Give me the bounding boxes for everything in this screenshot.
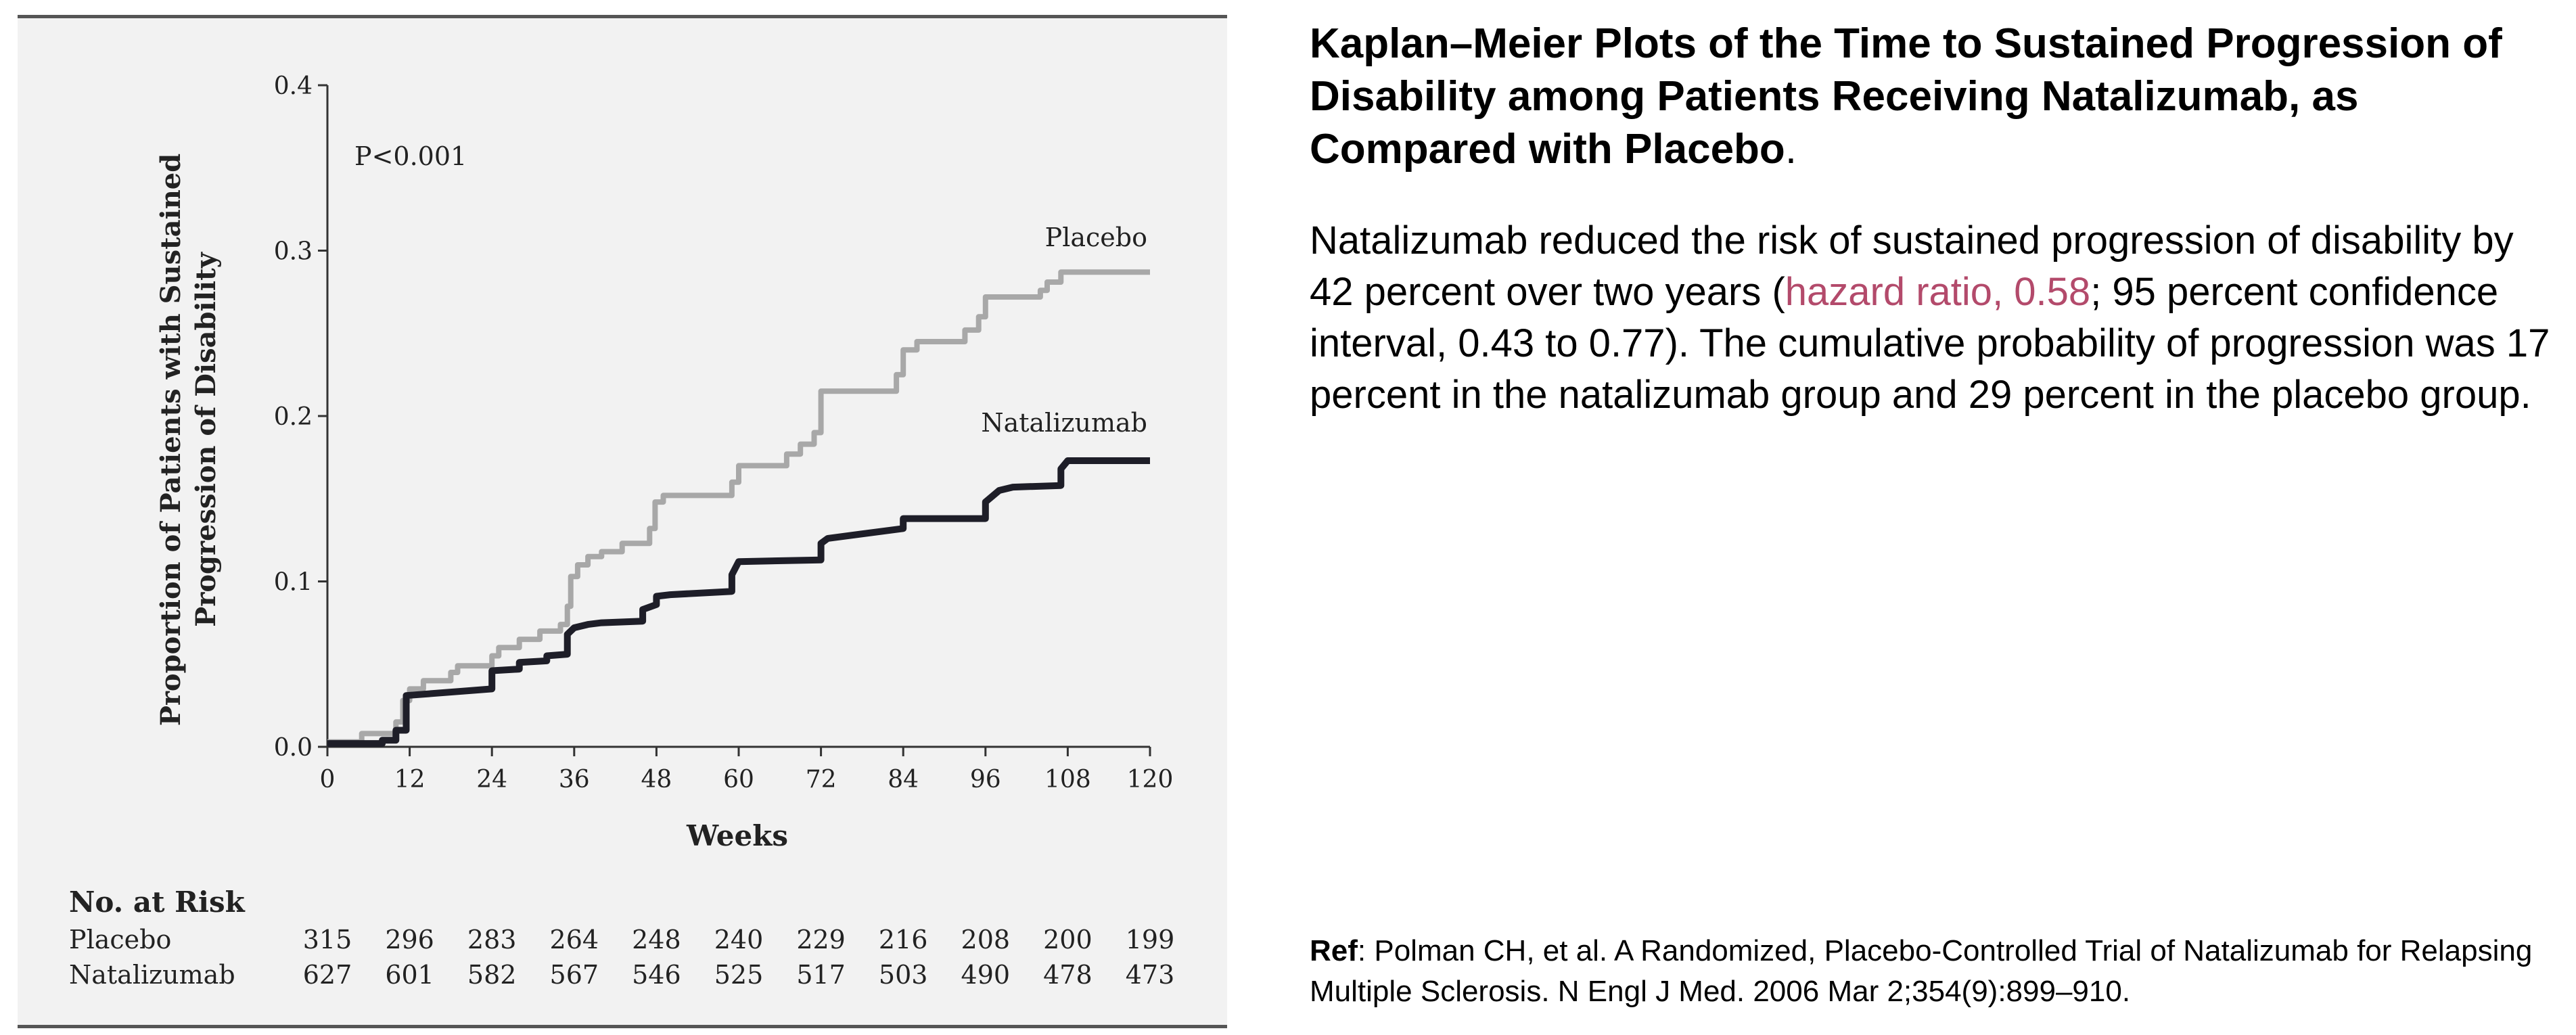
x-tick-label: 36 [559, 766, 590, 794]
risk-cell: 240 [714, 925, 764, 954]
reference: Ref: Polman CH, et al. A Randomized, Pla… [1310, 931, 2554, 1012]
figure-title-text: Kaplan–Meier Plots of the Time to Sustai… [1310, 20, 2502, 172]
risk-cell: 216 [879, 925, 928, 954]
y-tick-label: 0.2 [274, 403, 313, 431]
risk-cell: 200 [1043, 925, 1092, 954]
chart-axes: 0.0 0.1 0.2 0.3 0.4 0 12 24 36 48 60 72 84 96 108 120 [274, 72, 1174, 794]
y-axis-label-line1: Proportion of Patients with Sustained [155, 154, 187, 726]
risk-cell: 546 [632, 960, 681, 990]
figure-panel: 0.0 0.1 0.2 0.3 0.4 0 12 24 36 48 60 72 84 96 108 120 P… [18, 15, 1227, 1028]
summary-text-a: Natalizumab reduced the risk of sustaine… [1310, 218, 2514, 314]
reference-label: Ref [1310, 934, 1358, 967]
y-tick-label: 0.4 [274, 72, 313, 100]
risk-cell: 229 [796, 925, 846, 954]
x-tick-label: 48 [641, 766, 672, 794]
risk-cell: 315 [303, 925, 352, 954]
series-line-placebo [327, 269, 1150, 745]
chart-labels: P<0.001 Weeks Proportion of Patients wit… [69, 141, 1147, 919]
risk-cell: 296 [385, 925, 434, 954]
risk-cell: 582 [467, 960, 517, 990]
hazard-ratio-highlight: hazard ratio, 0.58 [1785, 270, 2091, 314]
risk-cell: 208 [961, 925, 1011, 954]
series-line-natalizumab [327, 457, 1150, 748]
x-tick-label: 84 [888, 766, 919, 794]
x-tick-label: 72 [806, 766, 837, 794]
legend-label-placebo: Placebo [1045, 223, 1147, 252]
panel-bottom-rule [18, 1025, 1227, 1028]
risk-row-label: Placebo [69, 925, 171, 954]
y-axis-label-line2: Progression of Disability [190, 251, 222, 626]
risk-cell: 199 [1126, 925, 1175, 954]
risk-cell: 248 [632, 925, 681, 954]
x-tick-label: 0 [320, 766, 336, 794]
x-tick-label: 60 [723, 766, 754, 794]
summary-text-b: ; 95 percent confidence interval, 0.43 t… [1310, 270, 2550, 417]
y-tick-label: 0.3 [274, 238, 313, 266]
p-value-annotation: P<0.001 [354, 141, 467, 171]
x-tick-label: 120 [1127, 766, 1174, 794]
figure-title: Kaplan–Meier Plots of the Time to Sustai… [1310, 18, 2554, 176]
caption-text: Kaplan–Meier Plots of the Time to Sustai… [1310, 18, 2554, 421]
risk-cell: 567 [550, 960, 599, 990]
risk-cell: 490 [961, 960, 1011, 990]
panel-top-rule [18, 15, 1227, 18]
risk-row-label: Natalizumab [69, 960, 235, 990]
figure-title-end: . [1785, 126, 1797, 172]
risk-cell: 525 [714, 960, 764, 990]
x-tick-label: 108 [1044, 766, 1091, 794]
series-layer [327, 269, 1150, 748]
risk-table-heading: No. at Risk [69, 886, 246, 919]
reference-text: : Polman CH, et al. A Randomized, Placeb… [1310, 934, 2533, 1008]
figure-summary: Natalizumab reduced the risk of sustaine… [1310, 215, 2554, 421]
x-tick-label: 24 [476, 766, 507, 794]
risk-cell: 478 [1043, 960, 1092, 990]
y-tick-label: 0.1 [274, 569, 313, 597]
risk-cell: 627 [303, 960, 352, 990]
x-tick-label: 96 [970, 766, 1001, 794]
risk-cell: 283 [467, 925, 517, 954]
risk-cell: 601 [385, 960, 434, 990]
kaplan-meier-chart: 0.0 0.1 0.2 0.3 0.4 0 12 24 36 48 60 72 84 96 108 120 P… [69, 72, 1174, 990]
risk-cell: 517 [796, 960, 846, 990]
x-axis-label: Weeks [686, 819, 788, 852]
risk-cell: 473 [1126, 960, 1175, 990]
legend-label-natalizumab: Natalizumab [981, 408, 1147, 438]
risk-table: Placebo 315 296 283 264 248 240 229 216 208 200 199… [69, 925, 1174, 990]
risk-cell: 264 [550, 925, 599, 954]
risk-cell: 503 [879, 960, 928, 990]
x-tick-label: 12 [394, 766, 426, 794]
y-tick-label: 0.0 [274, 734, 313, 762]
